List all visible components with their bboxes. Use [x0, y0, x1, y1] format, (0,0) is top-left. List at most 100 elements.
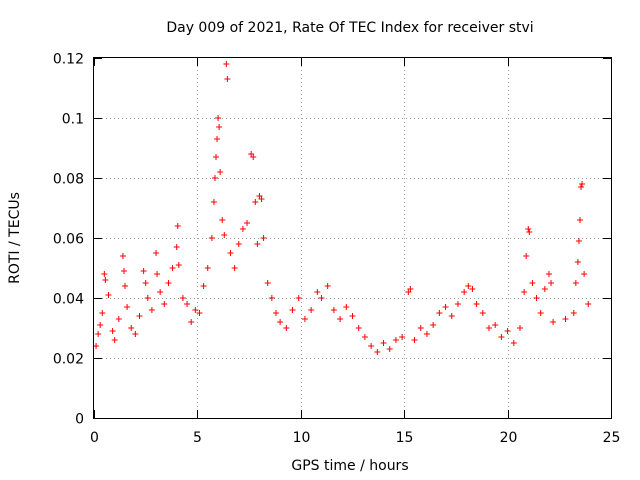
data-point	[578, 184, 585, 190]
data-point	[204, 265, 211, 271]
data-point	[196, 310, 203, 316]
data-point	[570, 310, 577, 316]
data-point	[318, 295, 325, 301]
data-point	[349, 313, 356, 319]
data-point	[272, 310, 279, 316]
data-point	[235, 241, 242, 247]
data-point	[492, 322, 499, 328]
y-tick-label: 0.04	[53, 292, 84, 308]
data-point	[510, 340, 517, 346]
data-point	[537, 310, 544, 316]
data-point	[473, 301, 480, 307]
data-point	[268, 295, 275, 301]
data-point	[526, 229, 533, 235]
data-point	[523, 253, 530, 259]
data-point	[324, 283, 331, 289]
data-point	[386, 346, 393, 352]
data-point	[585, 301, 592, 307]
data-point	[211, 175, 218, 181]
data-point	[260, 235, 267, 241]
data-point	[175, 262, 182, 268]
x-tick-label: 20	[500, 430, 518, 446]
data-point	[454, 301, 461, 307]
axis-ticks: 0 0.02 0.04 0.06 0.08 0.1 0.12 0 5 10 15 20 25	[53, 52, 621, 447]
chart-title: Day 009 of 2021, Rate Of TEC Index for r…	[166, 20, 533, 36]
data-point	[213, 154, 220, 160]
data-point	[442, 304, 449, 310]
data-point	[295, 295, 302, 301]
data-point	[140, 268, 147, 274]
data-point	[161, 301, 168, 307]
data-point	[374, 349, 381, 355]
data-point	[179, 295, 186, 301]
data-point	[498, 334, 505, 340]
data-point	[504, 328, 511, 334]
data-point	[423, 331, 430, 337]
data-point	[479, 310, 486, 316]
data-point	[208, 235, 215, 241]
x-tick-label: 0	[90, 430, 99, 446]
data-point	[97, 322, 104, 328]
data-point	[250, 154, 257, 160]
data-point	[575, 238, 582, 244]
data-point	[361, 334, 368, 340]
data-point	[392, 337, 399, 343]
data-point	[188, 319, 195, 325]
data-point	[115, 316, 122, 322]
data-point	[136, 313, 143, 319]
data-point	[465, 283, 472, 289]
data-point	[308, 307, 315, 313]
data-point	[132, 331, 139, 337]
data-point	[461, 289, 468, 295]
data-point	[550, 319, 557, 325]
data-point	[95, 331, 102, 337]
x-tick-label: 5	[193, 430, 202, 446]
data-point	[399, 334, 406, 340]
x-tick-label: 25	[603, 430, 621, 446]
data-point	[101, 271, 108, 277]
data-point	[337, 316, 344, 322]
data-point	[368, 343, 375, 349]
y-tick-label: 0.12	[53, 52, 84, 68]
data-point	[227, 250, 234, 256]
data-point	[109, 328, 116, 334]
y-tick-label: 0.1	[62, 112, 84, 128]
data-point	[252, 199, 259, 205]
data-point	[572, 280, 579, 286]
data-point	[239, 226, 246, 232]
data-point	[521, 289, 528, 295]
data-point	[264, 280, 271, 286]
data-point	[355, 325, 362, 331]
data-point	[169, 265, 176, 271]
data-point	[343, 304, 350, 310]
data-point	[184, 301, 191, 307]
data-point	[301, 316, 308, 322]
data-point	[111, 337, 118, 343]
data-point	[430, 322, 437, 328]
y-tick-label: 0.02	[53, 352, 84, 368]
data-point	[380, 340, 387, 346]
data-point	[215, 115, 222, 121]
data-point	[142, 280, 149, 286]
data-point	[574, 259, 581, 265]
x-axis-label: GPS time / hours	[291, 458, 408, 474]
data-point	[485, 325, 492, 331]
x-tick-label: 15	[396, 430, 414, 446]
data-point	[216, 124, 223, 130]
data-point	[223, 61, 230, 67]
y-axis-label: ROTI / TECUs	[7, 192, 23, 284]
data-point	[533, 295, 540, 301]
data-point	[407, 286, 414, 292]
data-point	[210, 199, 217, 205]
y-tick-label: 0.06	[53, 232, 84, 248]
data-point	[153, 250, 160, 256]
data-point	[579, 181, 586, 187]
data-point	[128, 325, 135, 331]
data-point	[148, 307, 155, 313]
data-point	[165, 280, 172, 286]
data-point	[93, 343, 100, 349]
data-point	[224, 76, 231, 82]
data-point	[157, 289, 164, 295]
data-point	[545, 271, 552, 277]
